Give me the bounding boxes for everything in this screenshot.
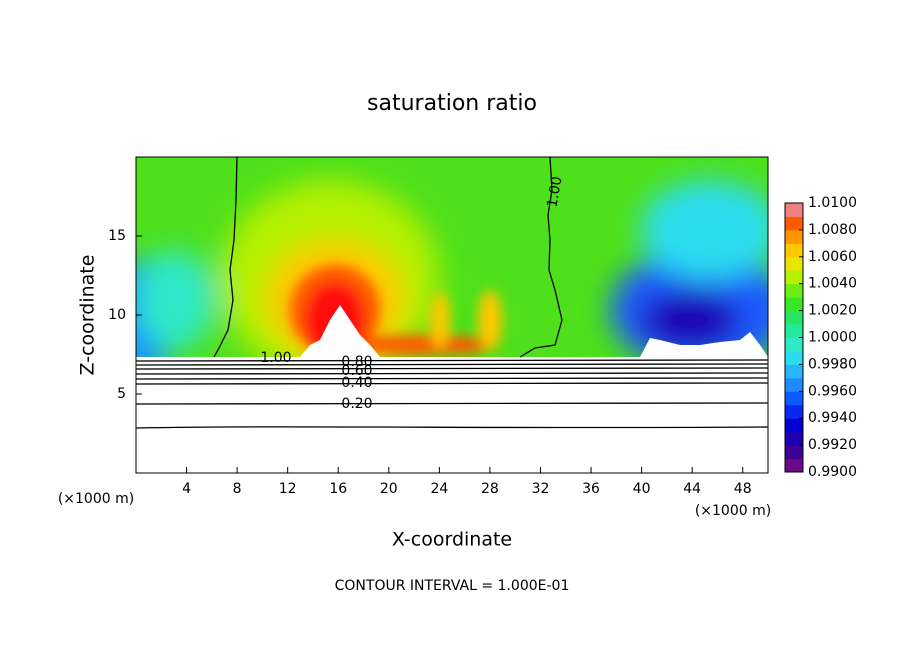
colorbar-band (785, 310, 803, 325)
colorbar-band (785, 203, 803, 217)
colorbar-band (785, 404, 803, 419)
colorbar-band (785, 364, 803, 379)
colorbar-band (785, 445, 803, 460)
x-tick-label: 28 (481, 481, 499, 497)
x-tick-label: 48 (734, 481, 752, 497)
colorbar-band (785, 391, 803, 406)
colorbar-band (785, 243, 803, 258)
colorbar-band (785, 418, 803, 433)
y-tick-label: 15 (108, 228, 126, 244)
x-axis-label: X-coordinate (392, 529, 512, 551)
x-tick-label: 4 (182, 481, 191, 497)
colorbar-tick-label: 1.0020 (808, 303, 857, 319)
contour-label: 1.00 (260, 350, 291, 366)
colorbar-band (785, 431, 803, 446)
colorbar-tick-label: 1.0040 (808, 276, 857, 292)
colorbar-band (785, 337, 803, 352)
x-tick-label: 8 (233, 481, 242, 497)
colorbar-band (785, 458, 803, 473)
x-tick-label: 24 (430, 481, 448, 497)
contour-label: 0.80 (341, 354, 372, 370)
colorbar-band (785, 229, 803, 244)
x-unit: (×1000 m) (695, 503, 771, 519)
field (136, 157, 768, 473)
colorbar-tick-label: 0.9900 (808, 464, 857, 480)
x-tick-label: 32 (532, 481, 550, 497)
colorbar-band (785, 297, 803, 312)
x-tick-label: 36 (582, 481, 600, 497)
contour-label: 0.40 (341, 375, 372, 391)
colorbar-band (785, 283, 803, 298)
contour-label: 1.00 (544, 175, 565, 208)
y-axis-label: Z-coordinate (77, 255, 99, 376)
colorbar-band (785, 377, 803, 392)
colorbar-band (785, 324, 803, 338)
colorbar-band (785, 216, 803, 231)
x-tick-label: 20 (380, 481, 398, 497)
contour-label: 0.20 (341, 396, 372, 412)
x-tick-label: 40 (633, 481, 651, 497)
colorbar-tick-label: 0.9940 (808, 410, 857, 426)
colorbar-tick-label: 0.9980 (808, 356, 857, 372)
x-tick-label: 12 (279, 481, 297, 497)
colorbar-tick-label: 1.0060 (808, 249, 857, 265)
colorbar-band (785, 256, 803, 271)
colorbar-tick-label: 0.9960 (808, 383, 857, 399)
chart-title: saturation ratio (367, 91, 537, 116)
footer: CONTOUR INTERVAL = 1.000E-01 (335, 578, 570, 594)
x-tick-label: 16 (329, 481, 347, 497)
y-tick-label: 10 (108, 307, 126, 323)
y-tick-label: 5 (117, 386, 126, 402)
colorbar-tick-label: 1.0100 (808, 195, 857, 211)
x-tick-label: 44 (683, 481, 701, 497)
colorbar-band (785, 270, 803, 285)
contour-label: 0.60 (341, 363, 372, 379)
x-unit: (×1000 m) (58, 491, 134, 507)
colorbar-band (785, 350, 803, 365)
colorbar-tick-label: 1.0000 (808, 330, 857, 346)
colorbar-tick-label: 0.9920 (808, 437, 857, 453)
colorbar-tick-label: 1.0080 (808, 222, 857, 238)
